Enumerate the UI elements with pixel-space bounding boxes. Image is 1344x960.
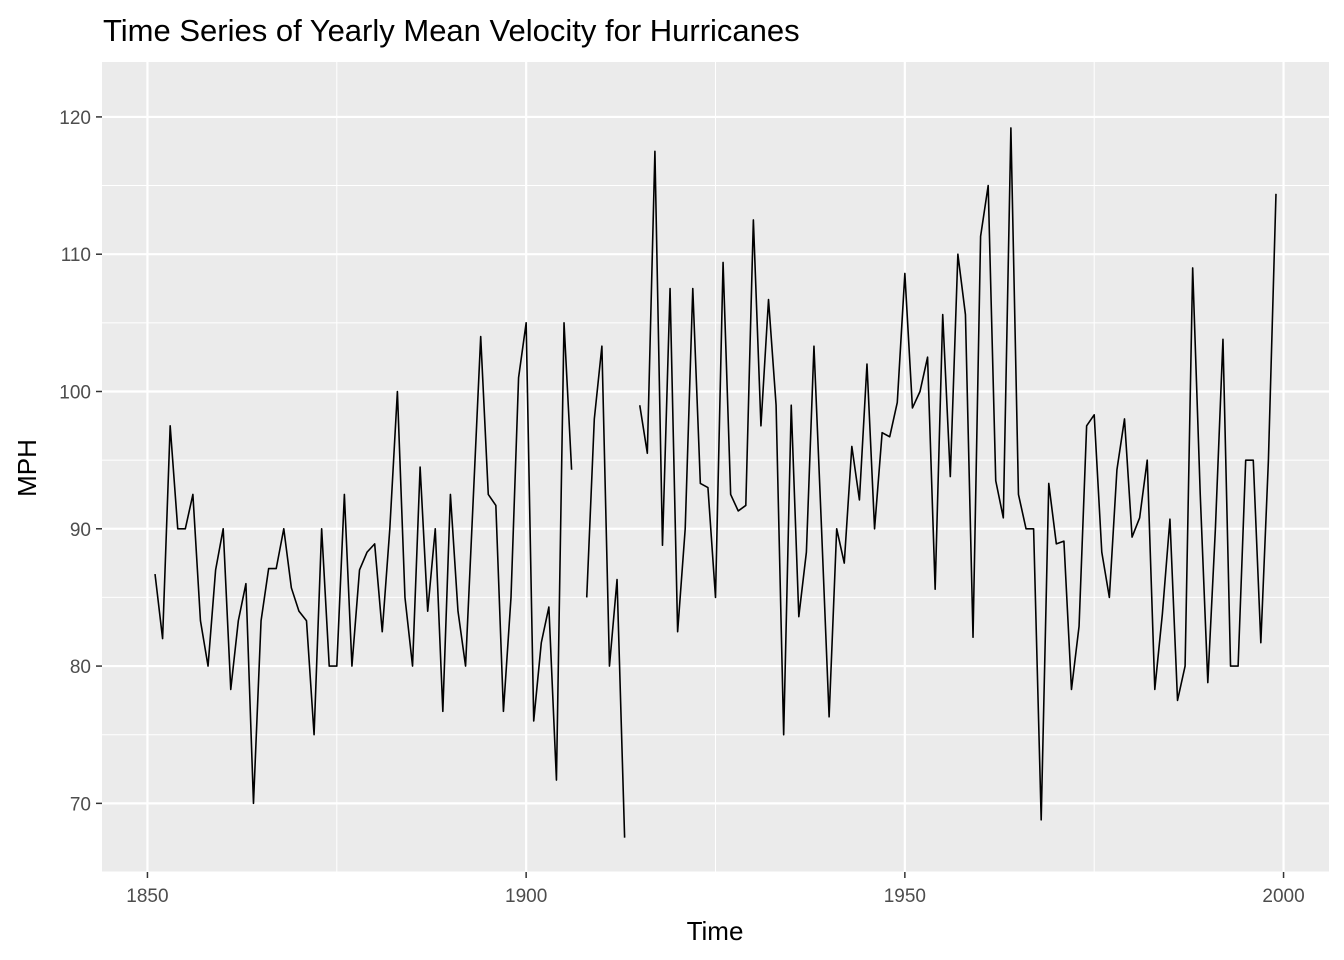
series-line-segment — [638, 127, 1277, 821]
series-layer — [154, 127, 1277, 838]
x-axis-title: Time — [687, 916, 744, 946]
y-tick-label: 80 — [70, 657, 91, 678]
x-tick-label: 1900 — [505, 886, 547, 907]
y-tick-label: 110 — [61, 245, 91, 266]
x-tick-label: 1850 — [126, 886, 168, 907]
x-tick-label: 1950 — [884, 886, 926, 907]
series-line-segment — [154, 322, 573, 805]
y-tick-label: 70 — [70, 794, 91, 815]
y-axis: 70 80 90 100 110 120 — [59, 108, 102, 815]
major-gridlines — [102, 62, 1329, 872]
y-axis-title: MPH — [12, 439, 42, 497]
y-tick-label: 120 — [59, 108, 91, 129]
series-line-segment — [585, 345, 626, 838]
minor-gridlines — [102, 62, 1329, 873]
chart-title: Time Series of Yearly Mean Velocity for … — [103, 13, 800, 48]
y-tick-label: 100 — [59, 382, 91, 403]
y-tick-label: 90 — [70, 520, 91, 541]
x-axis: 1850 1900 1950 2000 — [126, 872, 1305, 907]
x-tick-label: 2000 — [1262, 886, 1304, 907]
